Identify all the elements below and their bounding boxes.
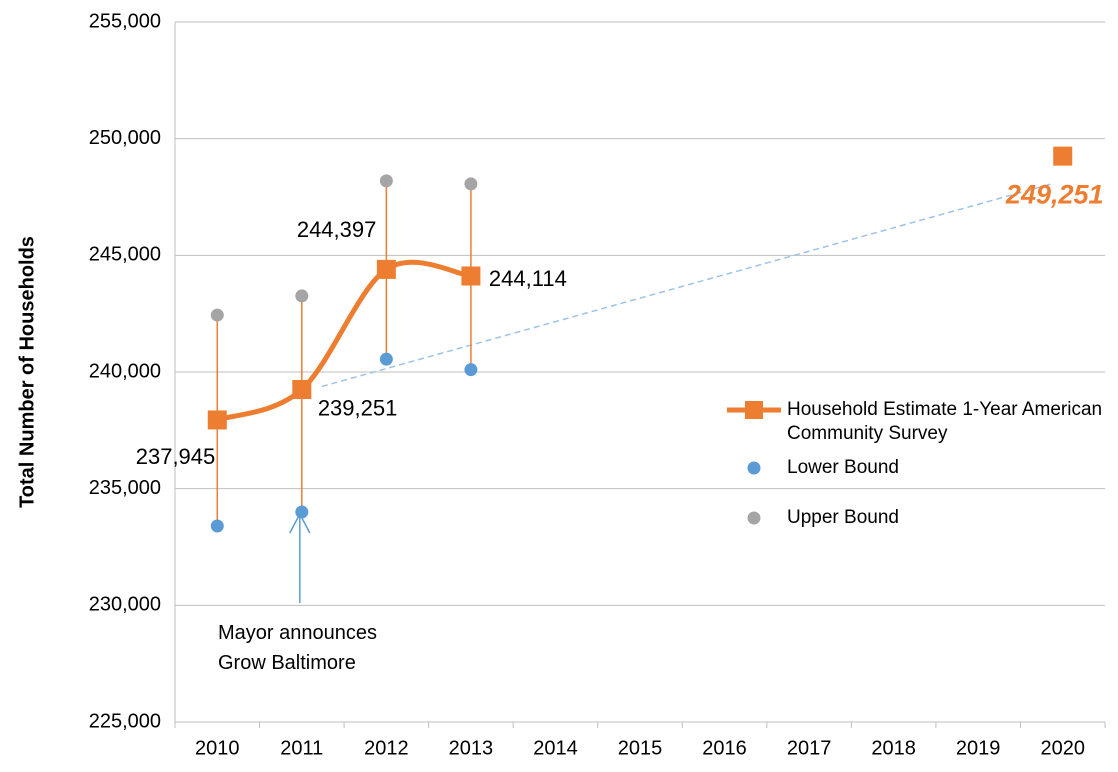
x-tick-label: 2017 bbox=[787, 737, 832, 759]
bound-point bbox=[295, 289, 309, 303]
estimate-marker bbox=[1053, 146, 1073, 166]
legend-item: Upper Bound bbox=[725, 506, 1115, 530]
legend-icon bbox=[747, 461, 761, 475]
legend-icon bbox=[727, 401, 781, 419]
x-tick-label: 2012 bbox=[364, 737, 409, 759]
x-tick-label: 2014 bbox=[533, 737, 578, 759]
y-tick-label: 235,000 bbox=[89, 477, 161, 499]
bound-point bbox=[210, 519, 224, 533]
x-tick-label: 2011 bbox=[280, 737, 323, 759]
value-label: 244,114 bbox=[489, 266, 567, 291]
x-tick-label: 2019 bbox=[956, 737, 1001, 759]
value-label: 249,251 bbox=[1005, 179, 1104, 209]
legend-label: Household Estimate 1-Year American Commu… bbox=[787, 399, 1103, 444]
x-tick-label: 2015 bbox=[618, 737, 663, 759]
y-tick-label: 250,000 bbox=[89, 127, 161, 149]
bound-point bbox=[464, 177, 478, 191]
estimate-marker bbox=[292, 379, 312, 399]
estimate-marker bbox=[376, 259, 396, 279]
legend-marker bbox=[747, 461, 761, 475]
bound-point bbox=[379, 174, 393, 188]
value-label: 237,945 bbox=[136, 444, 216, 469]
x-tick-label: 2018 bbox=[871, 737, 916, 759]
legend-icon bbox=[747, 511, 761, 525]
x-tick-label: 2020 bbox=[1040, 737, 1085, 759]
annotation-arrowhead bbox=[289, 512, 311, 534]
legend-marker bbox=[745, 401, 763, 419]
legend-label: Upper Bound bbox=[787, 507, 899, 528]
bound-point bbox=[464, 363, 478, 377]
x-tick-label: 2010 bbox=[195, 737, 240, 759]
estimate-marker bbox=[461, 266, 481, 286]
y-axis-title: Total Number of Households bbox=[16, 236, 38, 508]
bound-point bbox=[210, 308, 224, 322]
value-label: 244,397 bbox=[297, 217, 377, 242]
legend: Household Estimate 1-Year American Commu… bbox=[725, 398, 1115, 540]
legend-marker bbox=[747, 511, 761, 525]
y-tick-label: 230,000 bbox=[89, 594, 161, 616]
legend-label: Lower Bound bbox=[787, 457, 899, 478]
trendline bbox=[321, 183, 1051, 388]
estimate-marker bbox=[207, 410, 227, 430]
value-label: 239,251 bbox=[318, 395, 398, 420]
legend-item: Lower Bound bbox=[725, 456, 1115, 480]
annotation: Mayor announces Grow Baltimore bbox=[218, 622, 377, 674]
y-tick-label: 240,000 bbox=[89, 360, 161, 382]
y-tick-label: 225,000 bbox=[89, 710, 161, 732]
y-tick-label: 255,000 bbox=[89, 10, 161, 32]
x-tick-label: 2016 bbox=[702, 737, 747, 759]
y-tick-label: 245,000 bbox=[89, 244, 161, 266]
legend-item: Household Estimate 1-Year American Commu… bbox=[725, 398, 1115, 446]
bound-point bbox=[379, 352, 393, 366]
x-tick-label: 2013 bbox=[449, 737, 494, 759]
